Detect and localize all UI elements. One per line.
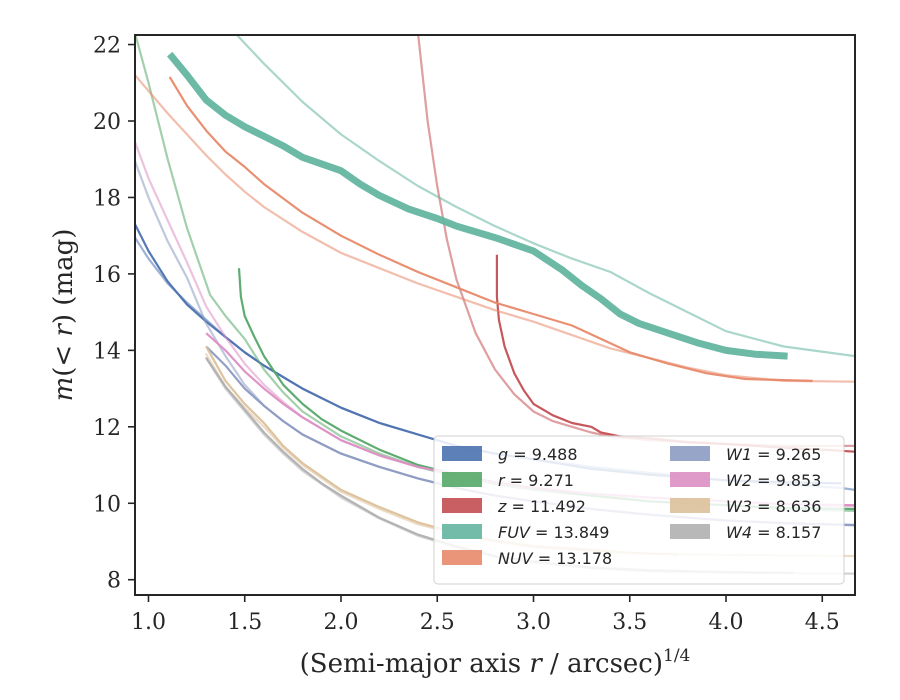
- series-z: [417, 35, 855, 453]
- legend-swatch-w2: [670, 472, 710, 487]
- x-axis-title-pre: (Semi-major axis: [300, 649, 530, 679]
- series-fuv-curve-of-growth: [166, 51, 788, 360]
- legend-box: [433, 435, 845, 585]
- series-z-profile-line: [417, 35, 855, 447]
- legend-swatch-w4: [670, 524, 710, 539]
- x-tick-label: 4.5: [805, 610, 840, 635]
- series-nuv: [135, 74, 855, 383]
- legend-label-w4: W4 = 8.157: [726, 523, 821, 542]
- legend: g = 9.488 r = 9.271 z = 11.492 FUV = 13.849…: [433, 435, 845, 585]
- y-axis-title-var: r: [49, 323, 79, 337]
- y-axis-ticks: 8 10 12 14 16 18 20 22: [93, 34, 135, 594]
- legend-label-w2: W2 = 9.853: [726, 471, 821, 490]
- series-nuv-curve-of-growth: [168, 76, 813, 382]
- plot-frame: [134, 34, 856, 596]
- legend-label-w1: W1 = 9.265: [726, 445, 821, 464]
- legend-swatch-w3: [670, 498, 710, 513]
- legend-label-z: z = 11.492: [497, 497, 586, 516]
- series-fuv: [166, 35, 855, 360]
- legend-label-r: r = 9.271: [498, 471, 574, 490]
- x-axis-title: (Semi-major axis r / arcsec)1/4: [300, 646, 691, 679]
- x-axis-title-exponent: 1/4: [663, 646, 690, 666]
- y-axis-title: m(< r) (mag): [49, 229, 79, 402]
- y-axis-title-open: (: [49, 367, 79, 377]
- legend-label-w3: W3 = 8.636: [726, 497, 821, 516]
- legend-label-nuv: NUV = 13.178: [498, 549, 612, 568]
- x-tick-label: 3.0: [516, 610, 551, 635]
- x-tick-label: 2.0: [323, 610, 358, 635]
- y-axis-title-unit: (mag): [49, 229, 79, 314]
- y-axis-title-close: ): [49, 314, 79, 324]
- y-tick-label: 14: [93, 339, 121, 364]
- x-axis-title-var: r: [529, 649, 543, 679]
- y-axis-title-func: m: [49, 377, 79, 402]
- y-axis-title-lt: <: [49, 337, 79, 367]
- x-axis-title-post: / arcsec): [542, 649, 663, 679]
- legend-swatch-fuv: [442, 524, 482, 539]
- y-tick-label: 8: [107, 569, 121, 594]
- y-tick-label: 20: [93, 110, 121, 135]
- x-tick-label: 4.0: [709, 610, 744, 635]
- y-tick-label: 16: [93, 263, 121, 288]
- legend-swatch-g: [442, 446, 482, 461]
- x-tick-label: 2.5: [420, 610, 455, 635]
- legend-swatch-z: [442, 498, 482, 513]
- y-tick-label: 10: [93, 492, 121, 517]
- series-z-curve-of-growth: [495, 254, 855, 453]
- legend-swatch-w1: [670, 446, 710, 461]
- legend-label-g: g = 9.488: [498, 445, 578, 464]
- legend-swatch-r: [442, 472, 482, 487]
- y-tick-label: 12: [93, 416, 121, 441]
- x-tick-label: 1.5: [227, 610, 262, 635]
- legend-swatch-nuv: [442, 550, 482, 565]
- x-tick-label: 3.5: [612, 610, 647, 635]
- x-tick-label: 1.0: [131, 610, 166, 635]
- y-tick-label: 22: [93, 34, 121, 59]
- series-fuv-profile-line: [235, 35, 855, 358]
- legend-label-fuv: FUV = 13.849: [498, 523, 609, 542]
- y-tick-label: 18: [93, 186, 121, 211]
- x-axis-ticks: 1.0 1.5 2.0 2.5 3.0 3.5 4.0 4.5: [131, 595, 840, 635]
